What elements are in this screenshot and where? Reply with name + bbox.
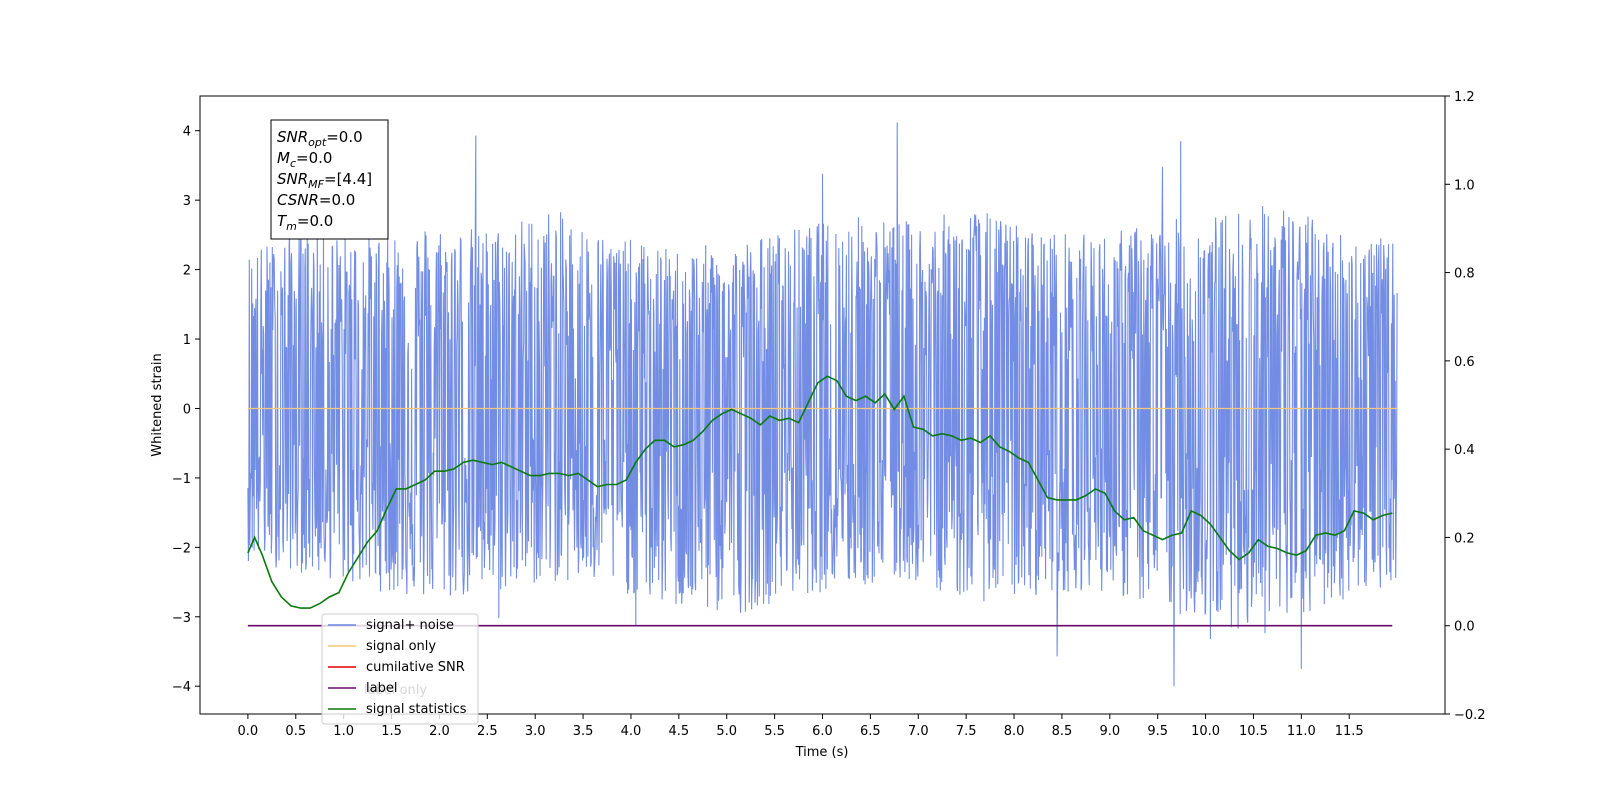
info-line: SNRopt=0.0 — [277, 128, 363, 149]
x-tick-label: 8.5 — [1052, 724, 1073, 739]
x-tick-label: 3.5 — [573, 724, 594, 739]
x-tick-label: 11.0 — [1287, 724, 1316, 739]
x-tick-label: 11.5 — [1335, 724, 1364, 739]
x-tick-label: 9.5 — [1147, 724, 1168, 739]
y-axis-label: Whitened strain — [150, 353, 165, 456]
y2-tick-label: 1.0 — [1454, 178, 1475, 193]
x-tick-label: 5.0 — [716, 724, 737, 739]
x-tick-label: 2.0 — [429, 724, 450, 739]
x-tick-label: 5.5 — [764, 724, 785, 739]
y-tick-label: −2 — [172, 541, 191, 556]
y2-tick-label: 0.4 — [1454, 443, 1475, 458]
signal-noise-series — [247, 122, 1398, 687]
y-tick-label: 4 — [183, 125, 191, 140]
y-tick-label: −1 — [172, 472, 191, 487]
x-tick-label: 10.0 — [1191, 724, 1220, 739]
x-tick-label: 10.5 — [1239, 724, 1268, 739]
legend: label only signal+ noise signal only cumil… — [321, 613, 479, 725]
y-tick-label: 1 — [183, 333, 191, 348]
y-tick-label: −4 — [172, 680, 191, 695]
info-line: SNRMF=[4.4] — [277, 170, 372, 191]
x-tick-label: 9.0 — [1099, 724, 1120, 739]
y-tick-label: 0 — [183, 402, 191, 417]
x-tick-label: 6.0 — [812, 724, 833, 739]
y-tick-label: −3 — [172, 611, 191, 626]
x-axis-label: Time (s) — [795, 745, 849, 760]
legend-hidden-text: label only — [364, 683, 427, 698]
signal-noise-line — [247, 122, 1398, 687]
y2-tick-label: −0.2 — [1454, 708, 1486, 723]
x-tick-label: 3.0 — [525, 724, 546, 739]
legend-label: signal statistics — [366, 702, 467, 717]
legend-label: cumilative SNR — [366, 660, 465, 675]
y2-tick-label: 0.0 — [1454, 620, 1475, 635]
x-tick-label: 1.5 — [381, 724, 402, 739]
y-axis-right: 1.2 1.0 0.8 0.6 0.4 0.2 0.0 −0.2 — [1445, 90, 1486, 723]
y2-tick-label: 0.2 — [1454, 531, 1475, 546]
y-tick-label: 2 — [183, 264, 191, 279]
x-tick-label: 4.5 — [669, 724, 690, 739]
y2-tick-label: 0.6 — [1454, 355, 1475, 370]
y2-tick-label: 1.2 — [1454, 90, 1475, 105]
info-line: Tm=0.0 — [277, 212, 333, 233]
info-line: Mc=0.0 — [277, 149, 332, 170]
x-tick-label: 0.0 — [238, 724, 259, 739]
x-tick-label: 6.5 — [860, 724, 881, 739]
x-tick-label: 0.5 — [285, 724, 306, 739]
y-axis-left: 4 3 2 1 0 −1 −2 −3 −4 — [172, 125, 200, 695]
y2-tick-label: 0.8 — [1454, 267, 1475, 282]
x-tick-label: 7.5 — [956, 724, 977, 739]
x-tick-label: 2.5 — [477, 724, 498, 739]
x-tick-label: 8.0 — [1004, 724, 1025, 739]
signal-statistics-line — [247, 375, 1393, 609]
x-tick-label: 7.0 — [908, 724, 929, 739]
legend-label: signal+ noise — [366, 618, 454, 633]
info-line: CSNR=0.0 — [277, 191, 355, 209]
legend-label: signal only — [366, 639, 436, 654]
legend-label: label — [366, 681, 397, 696]
x-axis: 0.0 0.5 1.0 1.5 2.0 2.5 3.0 3.5 4.0 4.5 5.0 5.5 6.0 6… — [238, 714, 1364, 739]
x-tick-label: 4.0 — [621, 724, 642, 739]
y-tick-label: 3 — [183, 194, 191, 209]
x-tick-label: 1.0 — [333, 724, 354, 739]
